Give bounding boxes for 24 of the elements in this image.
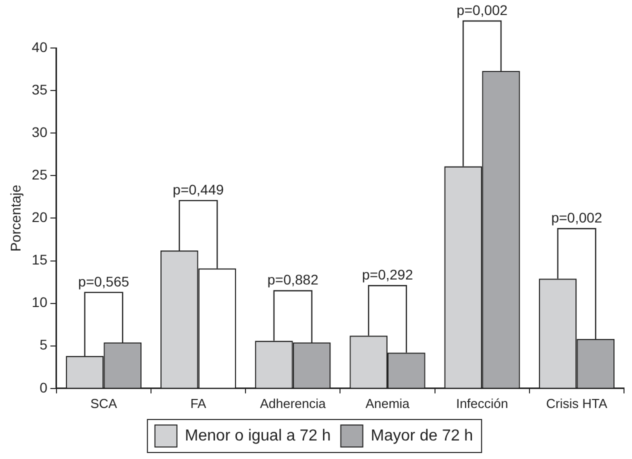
annotation: p=0,002 [551,209,602,226]
x-tick-label: FA [190,396,207,411]
x-tick-label: Infección [456,396,508,411]
x-tick-label: Crisis HTA [546,396,608,411]
y-tick-label: 40 [32,38,48,55]
y-tick-label: 10 [32,294,48,310]
y-tick-label: 25 [32,166,48,183]
x-tick-label: Adherencia [260,396,327,411]
text: p=0,002 [456,2,508,18]
x-tick-label: Anemia [365,396,410,411]
legend-label: Menor o igual a 72 h [184,427,331,444]
y-tick-label: 5 [40,336,48,353]
annotation: p=0,565 [78,273,130,290]
legend-label: Mayor de 72 h [370,427,474,444]
annotation: p=0,882 [267,272,319,288]
annotation: p=0,449 [172,181,224,198]
y-tick-label: 30 [32,124,48,140]
annotation: p=0,292 [362,266,414,282]
y-axis-title: Porcentaje [7,184,24,252]
x-tick-label: SCA [90,396,118,411]
y-tick-label: 15 [32,252,48,268]
y-tick-label: 20 [32,209,48,226]
y-tick-label: 0 [40,379,48,396]
y-tick-label: 35 [32,81,48,98]
